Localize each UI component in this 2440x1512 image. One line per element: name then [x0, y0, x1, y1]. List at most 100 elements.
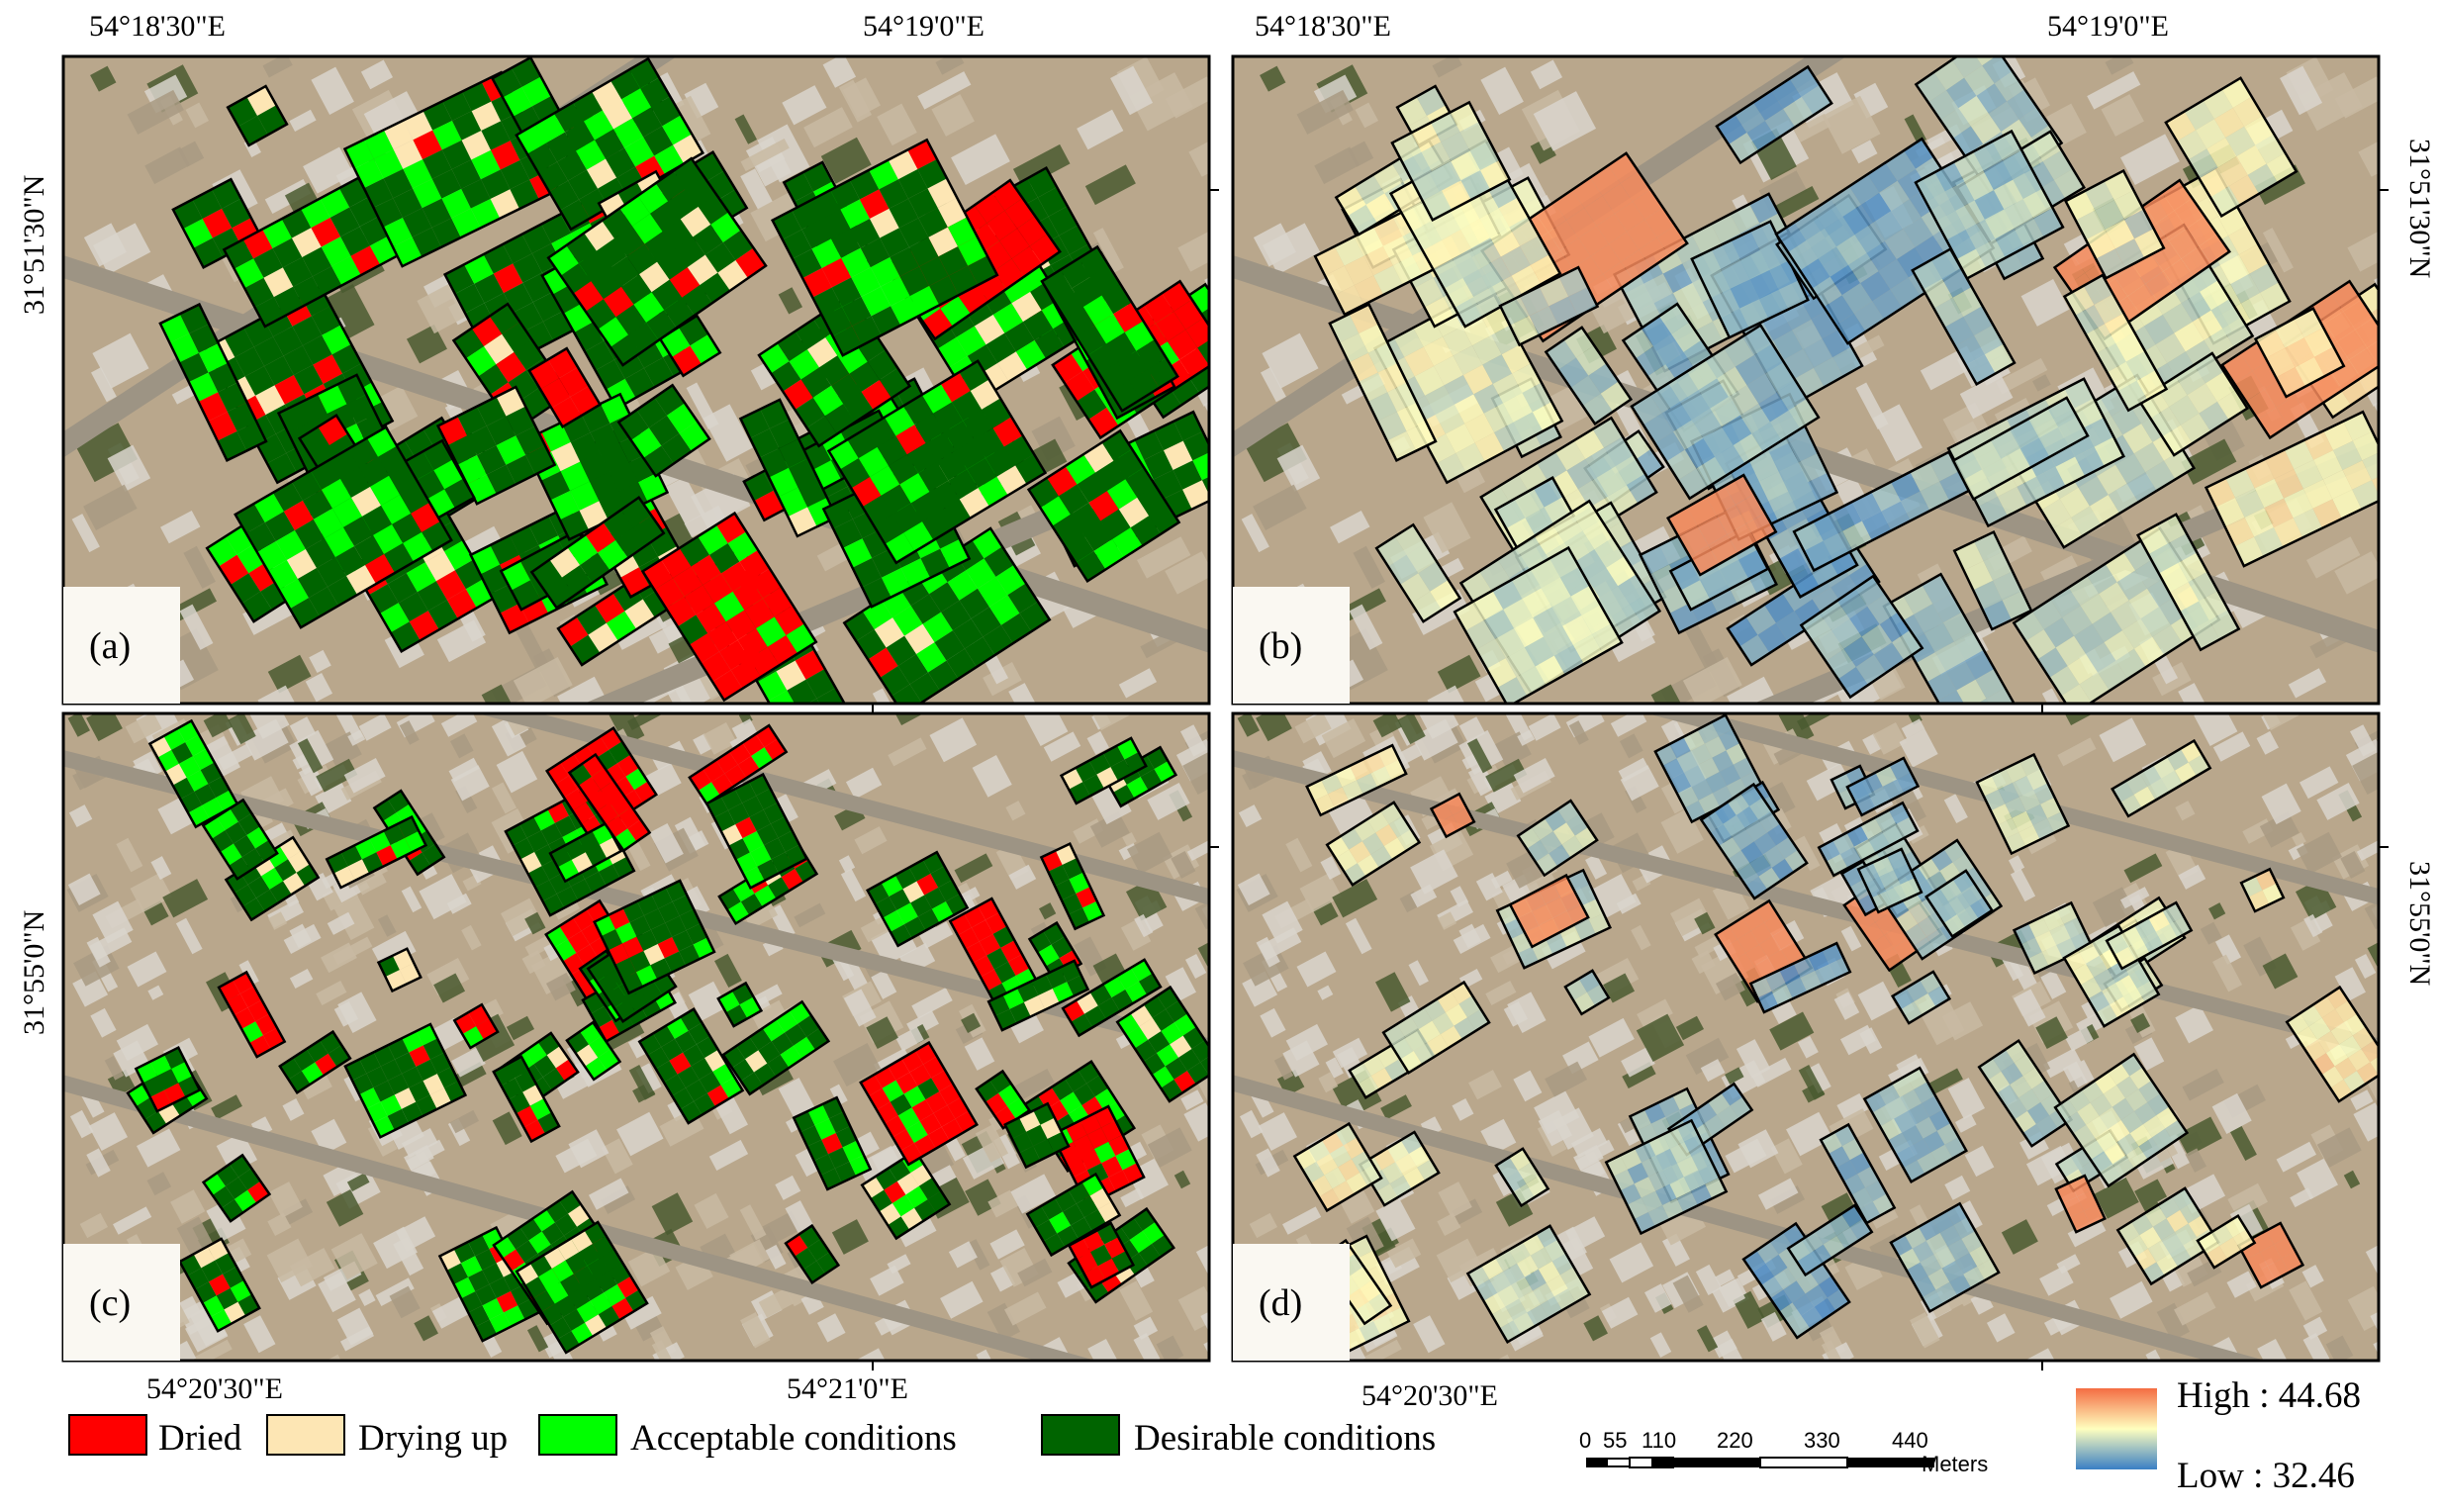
- plot-outline: [784, 1223, 841, 1285]
- building: [450, 765, 490, 802]
- building: [1119, 1280, 1154, 1321]
- building: [289, 109, 317, 132]
- building: [2377, 1141, 2379, 1176]
- garden-plot: [1715, 64, 1833, 165]
- plot-cell: [283, 345, 314, 375]
- plot-cell: [899, 473, 930, 504]
- plot-cell: [812, 385, 844, 417]
- plot-cell: [889, 198, 919, 229]
- plot-cell: [1164, 440, 1193, 470]
- building: [327, 911, 355, 935]
- plot-outline: [343, 1022, 468, 1139]
- plot-cell: [1471, 334, 1502, 365]
- plot-outline: [1025, 1172, 1122, 1258]
- plot-cell: [1577, 477, 1609, 508]
- building: [964, 1037, 995, 1071]
- plot-cell: [665, 915, 687, 938]
- building: [1183, 1102, 1209, 1142]
- building: [2301, 1265, 2324, 1288]
- plot-outline: [1882, 572, 2018, 704]
- plot-cell: [944, 421, 975, 451]
- plot-cell: [933, 1104, 956, 1127]
- plot-cell: [1073, 1134, 1094, 1157]
- garden-plot: [376, 947, 422, 993]
- plot-cell: [1094, 314, 1125, 344]
- plot-cell: [889, 889, 911, 911]
- plot-cell: [580, 452, 610, 482]
- plot-cell: [938, 246, 969, 276]
- building: [170, 1189, 206, 1224]
- plot-cell: [919, 1113, 942, 1135]
- building: [2350, 1089, 2374, 1111]
- plot-cell: [1363, 245, 1393, 276]
- building: [877, 103, 917, 146]
- plot-cell: [644, 231, 676, 262]
- garden-plot: [658, 314, 722, 378]
- plot-cell: [703, 573, 733, 604]
- plot-cell: [2393, 338, 2424, 369]
- plot-cell: [1470, 237, 1501, 268]
- garden-plot: [234, 425, 453, 629]
- plot-cell: [1192, 450, 1209, 481]
- garden-plot: [640, 511, 818, 703]
- building: [1156, 1335, 1184, 1361]
- garden-plot: [1061, 958, 1163, 1038]
- plot-cell: [1596, 466, 1627, 497]
- plot-outline: [325, 814, 428, 890]
- plot-cell: [1951, 56, 1983, 78]
- plot-cell: [1969, 56, 2001, 66]
- building: [415, 1139, 445, 1164]
- building: [136, 1128, 181, 1168]
- plot-cell: [2059, 487, 2090, 518]
- building: [1194, 896, 1209, 930]
- plot-cell: [604, 1284, 626, 1307]
- building: [2043, 1048, 2082, 1079]
- plot-cell: [1824, 216, 1855, 247]
- plot-cell: [693, 224, 723, 255]
- plot-cell: [441, 188, 471, 219]
- plot-cell: [1444, 374, 1474, 405]
- plot-cell: [1544, 625, 1574, 656]
- plot-cell: [1773, 330, 1804, 360]
- building: [1129, 72, 1193, 132]
- plot-outline: [527, 346, 603, 429]
- building: [1010, 1174, 1057, 1214]
- plot-cell: [1492, 373, 1523, 404]
- plot-cell: [570, 481, 600, 511]
- building: [757, 124, 810, 183]
- building: [1959, 372, 2014, 420]
- garden-plot: [866, 850, 970, 948]
- plot-cell: [1818, 246, 1849, 277]
- building: [829, 1084, 848, 1106]
- plot-cell: [661, 1038, 684, 1061]
- building: [948, 1241, 978, 1269]
- plot-cell: [576, 140, 607, 170]
- plot-cell: [1063, 1203, 1084, 1226]
- plot-outline: [134, 1045, 202, 1113]
- plot-cell: [2324, 311, 2356, 342]
- plot-cell: [244, 365, 275, 396]
- plot-cell: [917, 1078, 940, 1100]
- building: [734, 114, 758, 144]
- plot-cell: [1156, 1044, 1179, 1067]
- plot-cell: [2111, 600, 2141, 631]
- plot-cell: [496, 435, 526, 465]
- plot-cell: [922, 612, 954, 643]
- building: [1180, 724, 1207, 757]
- garden-plot: [792, 1095, 873, 1191]
- plot-cell: [1197, 335, 1209, 366]
- garden-plot: [492, 1055, 561, 1144]
- plot-cell: [504, 282, 533, 313]
- plot-cell: [622, 936, 644, 958]
- plot-cell: [273, 326, 303, 356]
- garden-plot: [177, 1237, 261, 1333]
- plot-cell: [916, 873, 939, 896]
- plot-cell: [600, 442, 629, 472]
- plot-cell: [1148, 1030, 1171, 1054]
- plot-cell: [1404, 346, 1435, 377]
- plot-cell: [595, 1271, 617, 1293]
- garden-plot: [1665, 473, 1778, 577]
- building: [311, 1118, 347, 1155]
- building: [857, 1348, 891, 1361]
- building: [1165, 551, 1209, 595]
